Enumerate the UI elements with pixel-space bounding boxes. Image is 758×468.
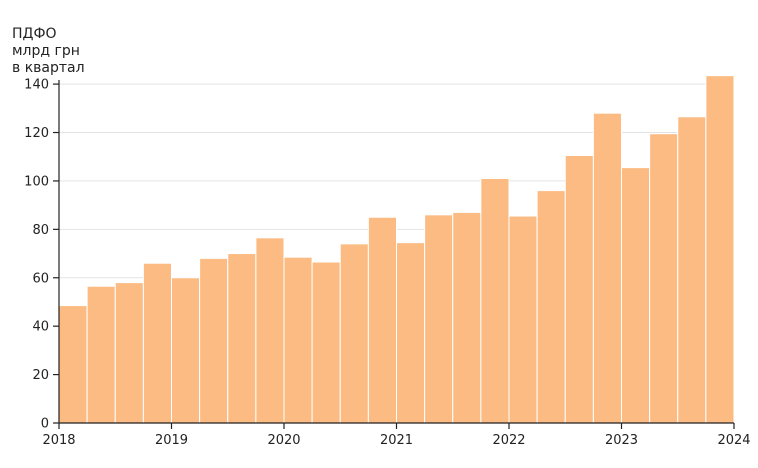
y-axis-label-line-2: млрд грн xyxy=(12,43,80,59)
bars-group xyxy=(58,75,735,424)
y-tick-label: 120 xyxy=(24,126,49,141)
bar xyxy=(311,261,341,424)
bar xyxy=(452,211,482,424)
y-tick-label: 140 xyxy=(24,78,49,93)
bar xyxy=(649,133,679,424)
y-tick-label: 40 xyxy=(32,320,49,335)
x-tick-label: 2022 xyxy=(492,433,525,448)
y-tick-label: 100 xyxy=(24,174,49,189)
bar xyxy=(564,155,594,424)
bar xyxy=(621,167,651,424)
x-axis: 2018 2019 2020 2021 2022 2023 2024 xyxy=(42,422,751,448)
y-tick-label: 20 xyxy=(32,368,49,383)
y-tick-label: 80 xyxy=(32,223,49,238)
x-tick-label: 2019 xyxy=(155,433,188,448)
x-tick-label: 2018 xyxy=(42,433,75,448)
bar xyxy=(677,116,707,424)
bar xyxy=(227,253,257,424)
bar xyxy=(592,112,622,424)
bar xyxy=(171,277,201,424)
bar xyxy=(58,305,88,424)
bar xyxy=(86,285,116,424)
bar xyxy=(480,178,510,424)
bar xyxy=(536,190,566,424)
bar xyxy=(339,243,369,424)
x-tick-label: 2021 xyxy=(380,433,413,448)
x-tick-label: 2024 xyxy=(717,433,750,448)
y-tick-label: 0 xyxy=(41,417,49,432)
x-tick-label: 2020 xyxy=(267,433,300,448)
y-axis-label-line-3: в квартал xyxy=(12,60,85,76)
bar xyxy=(424,214,454,424)
x-tick-label: 2023 xyxy=(605,433,638,448)
bar xyxy=(705,75,735,424)
bar xyxy=(283,256,313,424)
bar xyxy=(508,215,538,424)
bar xyxy=(396,242,426,424)
bar xyxy=(142,262,172,424)
bar xyxy=(255,237,285,424)
bar xyxy=(199,257,229,424)
y-tick-label: 60 xyxy=(32,271,49,286)
bar xyxy=(367,216,397,424)
bar xyxy=(114,282,144,424)
y-axis: 0 20 40 60 80 100 120 140 xyxy=(24,78,60,432)
y-axis-label-line-1: ПДФО xyxy=(12,26,57,42)
